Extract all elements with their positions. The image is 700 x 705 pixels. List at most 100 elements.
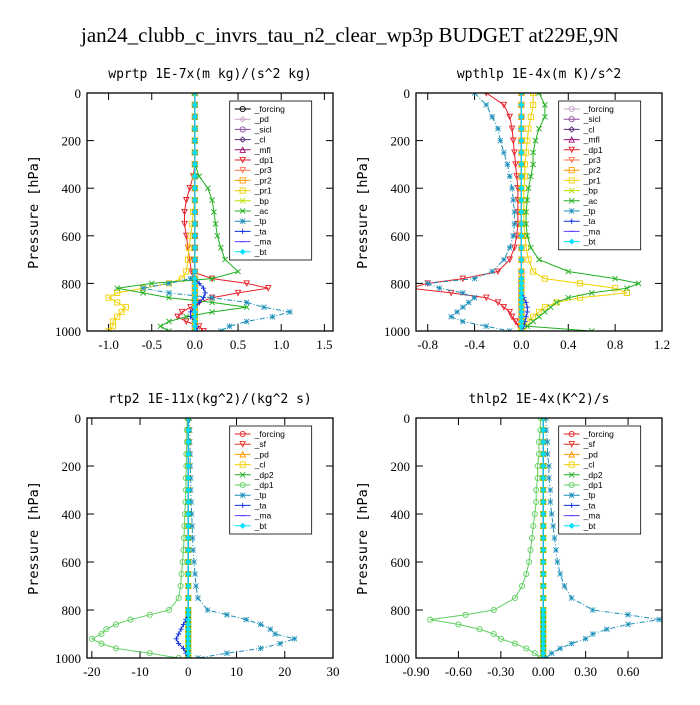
data-point-ta — [524, 304, 530, 310]
data-point-dp1 — [506, 113, 514, 121]
data-point-tp — [551, 535, 558, 541]
legend-entry: _pd — [254, 114, 269, 124]
data-point-tp — [436, 285, 443, 292]
legend-swatch-marker — [239, 177, 246, 184]
legend-swatch-marker — [568, 156, 576, 164]
data-point-ac — [196, 173, 203, 180]
data-point-pr1 — [541, 304, 548, 311]
data-point-bt — [191, 256, 198, 263]
data-point-ta — [178, 626, 184, 632]
data-point-dp1 — [476, 626, 483, 633]
data-point-ac — [525, 185, 532, 192]
data-point-ac — [214, 232, 221, 239]
series-group — [88, 418, 298, 658]
data-point-ac — [114, 285, 121, 292]
legend-entry: _bp — [583, 186, 598, 196]
data-point-dp1 — [494, 299, 502, 307]
data-point-ac — [524, 323, 531, 330]
data-point-tp — [269, 313, 276, 320]
legend-entry: _dp2 — [254, 470, 274, 480]
data-point-pr1 — [114, 289, 121, 296]
data-point-ta — [176, 641, 182, 647]
data-point-dp2 — [540, 418, 547, 421]
legend-swatch-marker — [239, 126, 246, 133]
legend-swatch-marker — [568, 197, 575, 204]
data-point-tp — [548, 650, 555, 657]
data-point-ac — [243, 304, 250, 311]
legend-entry: _sicl — [583, 114, 601, 124]
data-point-bt — [540, 426, 547, 434]
data-point-dp1 — [534, 474, 541, 482]
data-point-tp — [557, 571, 564, 577]
y-tick-label: 200 — [62, 134, 82, 149]
data-point-bt — [185, 522, 192, 530]
data-point-ac — [536, 313, 542, 320]
legend-swatch-marker — [568, 177, 575, 184]
data-point-ac — [183, 313, 190, 320]
data-point-tp — [506, 244, 513, 251]
data-point-bp — [518, 93, 525, 96]
legend-swatch-marker — [568, 135, 576, 143]
data-point-tp — [272, 631, 279, 637]
data-point-dp1 — [127, 616, 134, 623]
data-point-ac — [235, 268, 241, 275]
data-point-ta — [200, 285, 207, 291]
panels-group: wprtp 1E-7x(m kg)/(s^2 kg) Pressure [hPa]… — [26, 67, 670, 679]
data-point-tp — [483, 102, 490, 108]
data-point-tp — [510, 197, 517, 203]
data-point-dp1 — [490, 630, 497, 638]
data-point-dp1 — [531, 650, 538, 657]
legend-entry: _pr1 — [583, 175, 601, 185]
series-line-dp1 — [90, 418, 188, 658]
data-point-bt — [518, 268, 525, 275]
y-tick-label: 1000 — [55, 651, 81, 666]
data-point-dp1 — [537, 418, 544, 422]
data-point-pr1 — [530, 268, 537, 275]
data-point-dp1 — [459, 275, 467, 283]
data-point-tp — [504, 161, 511, 168]
data-point-dp1 — [530, 522, 537, 530]
data-point-bt — [185, 486, 192, 494]
panel-title: wpthlp 1E-4x(m K)/s^2 — [457, 67, 621, 82]
data-point-pr1 — [530, 313, 537, 320]
data-point-bp — [191, 328, 198, 331]
data-point-bt — [185, 438, 192, 446]
data-point-tp — [489, 113, 496, 120]
data-point-ac — [588, 290, 595, 296]
data-point-bt — [185, 546, 192, 554]
data-point-tp — [267, 626, 274, 633]
legend-entry: _forcing — [583, 104, 615, 114]
data-point-ac — [541, 113, 548, 120]
legend-entry: _ma — [583, 226, 601, 236]
y-axis-label: Pressure [hPa] — [355, 481, 371, 595]
legend-swatch-marker — [239, 461, 246, 468]
data-point-bt — [518, 244, 525, 251]
data-point-bt — [185, 654, 192, 658]
data-point-tp — [140, 285, 146, 292]
y-tick-label: 400 — [391, 181, 411, 196]
data-point-dp1 — [533, 498, 540, 506]
legend-swatch-marker — [239, 187, 246, 194]
data-point-tp — [257, 621, 264, 628]
legend-entry: _ac — [254, 206, 269, 216]
data-point-dp1 — [512, 161, 519, 169]
data-point-dp1 — [490, 606, 497, 614]
x-tick-label: -0.8 — [417, 337, 438, 352]
y-tick-label: 800 — [391, 276, 411, 291]
data-point-pr1 — [183, 268, 190, 275]
y-tick-label: 1000 — [384, 324, 410, 339]
data-point-tp — [277, 640, 283, 647]
legend-entry: _pr2 — [254, 175, 272, 185]
data-point-bt — [185, 582, 192, 590]
legend-entry: _ac — [583, 196, 598, 206]
data-point-pr1 — [185, 244, 192, 251]
legend-entry: _dp1 — [254, 155, 274, 165]
data-point-tp — [243, 318, 250, 325]
data-point-tp — [465, 299, 472, 306]
x-tick-label: 10 — [230, 664, 243, 679]
data-point-tp — [500, 149, 507, 156]
data-point-bt — [191, 173, 198, 180]
data-point-tp — [291, 635, 298, 642]
data-point-dp1 — [534, 462, 541, 470]
legend-entry: _cl — [254, 460, 266, 470]
